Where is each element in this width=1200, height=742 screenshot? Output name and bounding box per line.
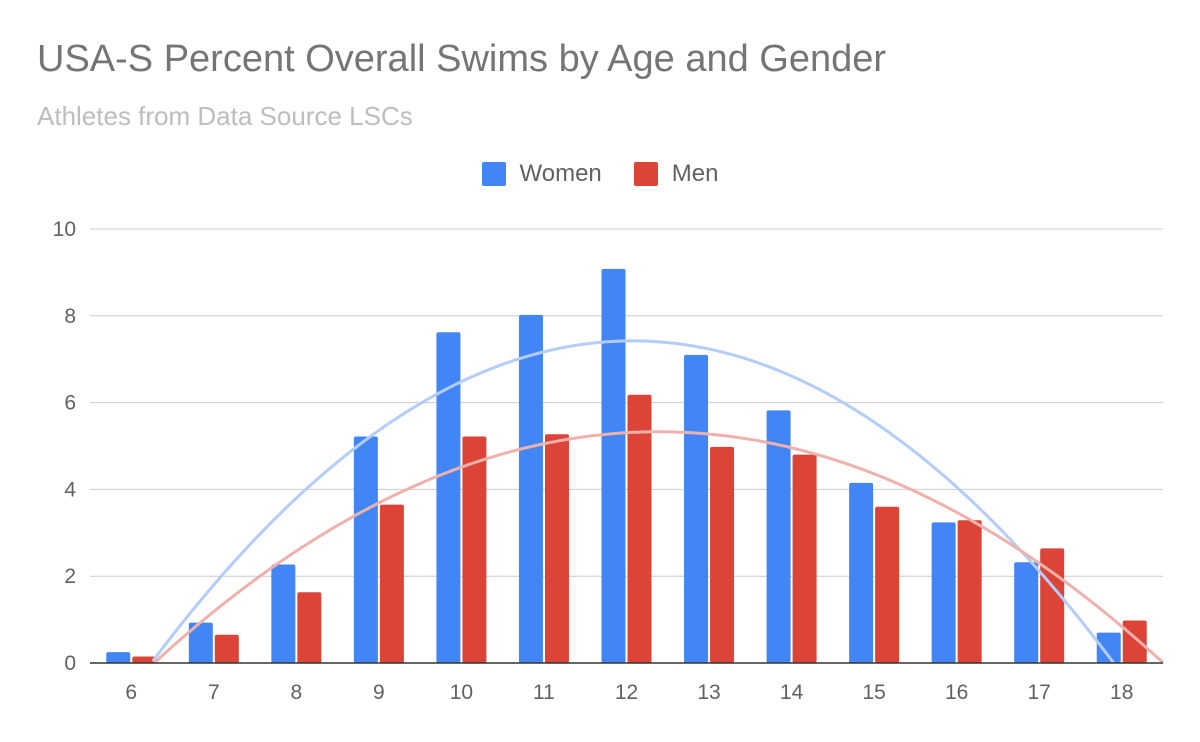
bar-women-15[interactable] [849,482,874,663]
legend-swatch-women [481,162,506,186]
bar-men-10[interactable] [462,436,487,663]
bar-women-13[interactable] [684,354,709,663]
chart-subtitle: Athletes from Data Source LSCs [37,101,413,131]
x-tick-label-15: 15 [862,681,885,704]
bar-women-9[interactable] [353,436,378,663]
bar-men-9[interactable] [379,504,404,663]
bar-men-16[interactable] [957,520,982,663]
bar-men-8[interactable] [297,592,322,663]
bar-women-10[interactable] [436,332,461,663]
legend-label-men: Men [671,160,719,187]
x-tick-label-14: 14 [780,681,804,704]
y-tick-label-6: 6 [64,392,76,415]
legend-item-women[interactable]: Women [481,160,602,188]
bar-men-18[interactable] [1122,620,1147,663]
bar-women-14[interactable] [766,410,791,663]
chart-title: USA-S Percent Overall Swims by Age and G… [37,38,887,80]
x-tick-label-7: 7 [208,681,220,704]
legend-swatch-men [633,162,658,186]
bar-women-17[interactable] [1014,562,1039,663]
x-tick-label-8: 8 [291,681,303,704]
bar-men-12[interactable] [627,394,652,663]
bar-women-11[interactable] [518,314,543,663]
y-tick-label-0: 0 [64,652,76,675]
bar-women-8[interactable] [271,564,296,663]
bar-women-7[interactable] [188,622,213,663]
y-tick-label-8: 8 [64,305,76,328]
x-tick-label-18: 18 [1110,681,1133,704]
trendline-men [153,430,1164,664]
legend-label-women: Women [519,160,602,187]
y-tick-label-4: 4 [64,478,76,501]
trendline-women [151,339,1115,664]
x-tick-label-6: 6 [125,681,137,704]
x-tick-label-16: 16 [945,681,968,704]
bar-men-15[interactable] [875,506,900,663]
legend-item-men[interactable]: Men [633,160,719,188]
x-tick-label-17: 17 [1028,681,1051,704]
bar-men-7[interactable] [214,634,239,663]
bar-women-16[interactable] [931,522,956,663]
x-tick-label-13: 13 [697,681,720,704]
y-tick-label-2: 2 [64,565,76,588]
bar-women-6[interactable] [106,652,131,663]
bar-men-14[interactable] [792,454,817,663]
bar-women-18[interactable] [1096,632,1121,663]
y-tick-label-10: 10 [53,218,76,241]
legend: Women Men [0,160,1200,188]
bar-men-13[interactable] [710,446,735,663]
x-tick-label-11: 11 [533,681,555,704]
bar-men-11[interactable] [544,434,569,663]
x-tick-label-12: 12 [615,681,638,704]
bar-women-12[interactable] [601,268,626,663]
x-tick-label-9: 9 [373,681,385,704]
x-tick-label-10: 10 [450,681,473,704]
bar-men-6[interactable] [132,656,157,663]
